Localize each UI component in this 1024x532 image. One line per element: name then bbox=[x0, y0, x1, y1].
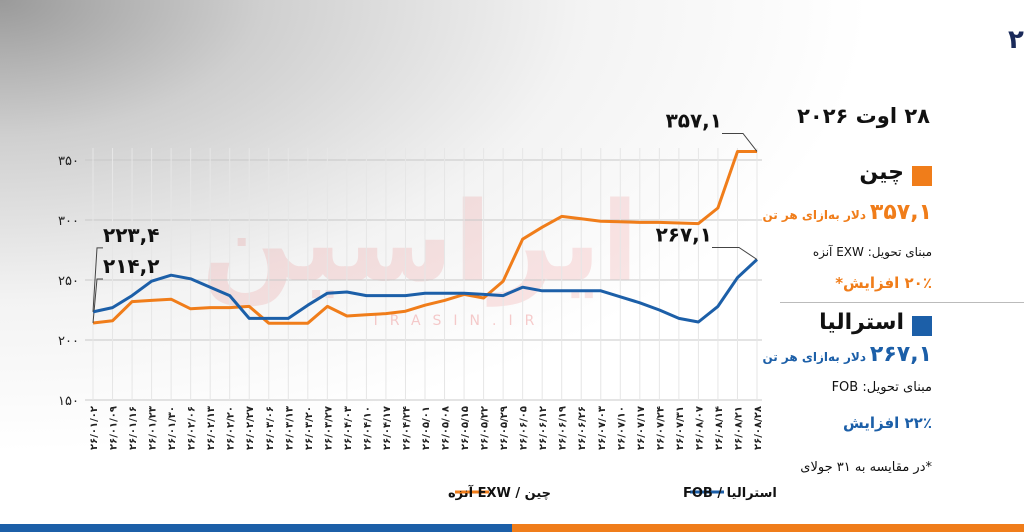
label-leader bbox=[92, 247, 103, 312]
label-leader bbox=[722, 132, 758, 152]
data-label: ۲۶۷,۱ bbox=[656, 222, 712, 246]
x-tick-label: ۲۶/۰۳/۰۶ bbox=[265, 406, 276, 450]
x-tick-label: ۲۶/۰۱/۲۳ bbox=[148, 406, 159, 450]
x-tick-label: ۲۶/۰۸/۲۸ bbox=[753, 406, 764, 450]
x-tick-label: ۲۶/۰۶/۱۲ bbox=[538, 406, 549, 450]
series-line bbox=[92, 150, 757, 325]
x-tick-label: ۲۶/۰۱/۰۹ bbox=[109, 406, 120, 450]
australia-swatch bbox=[912, 316, 932, 336]
x-tick-label: ۲۶/۰۴/۱۷ bbox=[382, 406, 393, 450]
x-tick-label: ۲۶/۰۶/۱۹ bbox=[558, 406, 569, 450]
x-tick-label: ۲۶/۰۱/۳۰ bbox=[167, 406, 178, 450]
x-tick-label: ۲۶/۰۲/۲۰ bbox=[226, 406, 237, 450]
x-tick-label: ۲۶/۰۳/۲۰ bbox=[304, 406, 315, 450]
data-label: ۲۲۳,۴ bbox=[103, 223, 159, 247]
x-tick-label: ۲۶/۰۸/۲۱ bbox=[733, 406, 744, 450]
y-tick-label: ۲۵۰ bbox=[58, 274, 79, 289]
x-tick-label: ۲۶/۰۷/۳۱ bbox=[675, 406, 686, 450]
footnote: *در مقایسه به ۳۱ جولای bbox=[800, 460, 932, 475]
china-unit: دلار به‌ازای هر تن bbox=[762, 208, 866, 222]
bottom-strip bbox=[0, 524, 1024, 532]
x-tick-label: ۲۶/۰۶/۲۶ bbox=[577, 406, 588, 450]
watermark-sub: IRASIN.IR bbox=[374, 313, 547, 329]
x-tick-label: ۲۶/۰۵/۰۸ bbox=[441, 406, 452, 450]
x-tick-label: ۲۶/۰۴/۱۰ bbox=[362, 406, 373, 450]
x-tick-label: ۲۶/۰۳/۱۳ bbox=[284, 406, 295, 450]
x-tick-label: ۲۶/۰۸/۰۷ bbox=[694, 406, 705, 450]
china-change: ۲۰٪ افزایش* bbox=[835, 274, 932, 292]
series-line bbox=[92, 258, 759, 324]
label-leader bbox=[92, 278, 103, 324]
x-tick-label: ۲۶/۰۵/۲۲ bbox=[480, 406, 491, 450]
australia-unit: دلار به‌ازای هر تن bbox=[762, 350, 866, 364]
china-basis: مبنای تحویل: EXW آنزه bbox=[812, 245, 932, 259]
australia-price: ۲۶۷,۱ bbox=[869, 342, 932, 367]
y-tick-label: ۳۰۰ bbox=[58, 214, 79, 229]
x-tick-label: ۲۶/۰۶/۰۵ bbox=[519, 406, 530, 450]
data-label: ۳۵۷,۱ bbox=[666, 108, 722, 132]
data-label: ۲۱۴,۲ bbox=[103, 254, 159, 278]
x-tick-label: ۲۶/۰۵/۲۹ bbox=[499, 406, 510, 450]
australia-change: ۲۲٪ افزایش bbox=[843, 414, 932, 432]
australia-basis: مبنای تحویل: FOB bbox=[831, 380, 932, 395]
x-tick-label: ۲۶/۰۴/۲۴ bbox=[401, 406, 412, 450]
y-tick-label: ۳۵۰ bbox=[58, 154, 79, 169]
china-price: ۳۵۷,۱ bbox=[869, 200, 932, 225]
x-tick-label: ۲۶/۰۵/۰۱ bbox=[421, 406, 432, 450]
x-tick-label: ۲۶/۰۷/۱۰ bbox=[616, 406, 627, 450]
china-name: چین bbox=[859, 160, 904, 185]
x-tick-label: ۲۶/۰۱/۰۲ bbox=[89, 406, 100, 450]
china-swatch bbox=[912, 166, 932, 186]
date: ۲۸ اوت ۲۰۲۶ bbox=[797, 104, 930, 128]
australia-name: استرالیا bbox=[819, 310, 904, 335]
legend-label: استرالیا / FOB bbox=[683, 486, 777, 501]
x-tick-label: ۲۶/۰۷/۲۴ bbox=[655, 406, 666, 450]
y-tick-label: ۱۵۰ bbox=[58, 394, 79, 409]
x-tick-label: ۲۶/۰۲/۰۶ bbox=[187, 406, 198, 450]
y-tick-label: ۲۰۰ bbox=[58, 334, 79, 349]
x-tick-label: ۲۶/۰۸/۱۴ bbox=[714, 406, 725, 450]
watermark: ایراسین bbox=[201, 178, 638, 307]
x-tick-label: ۲۶/۰۲/۲۷ bbox=[245, 406, 256, 450]
x-tick-label: ۲۶/۰۱/۱۶ bbox=[128, 406, 139, 450]
chart-title: روند قیمت زغال‌سنگ کک‌شو، ۲۰۲۶ bbox=[1008, 24, 1024, 55]
x-tick-label: ۲۶/۰۳/۲۷ bbox=[323, 406, 334, 450]
x-tick-label: ۲۶/۰۲/۱۳ bbox=[206, 406, 217, 450]
x-tick-label: ۲۶/۰۴/۰۳ bbox=[343, 406, 354, 450]
x-tick-label: ۲۶/۰۵/۱۵ bbox=[460, 406, 471, 450]
x-tick-label: ۲۶/۰۷/۱۷ bbox=[636, 406, 647, 450]
legend-label: چین / EXW آنزه bbox=[448, 484, 551, 501]
x-tick-label: ۲۶/۰۷/۰۳ bbox=[597, 406, 608, 450]
separator bbox=[780, 302, 1024, 303]
label-leader bbox=[712, 246, 758, 260]
